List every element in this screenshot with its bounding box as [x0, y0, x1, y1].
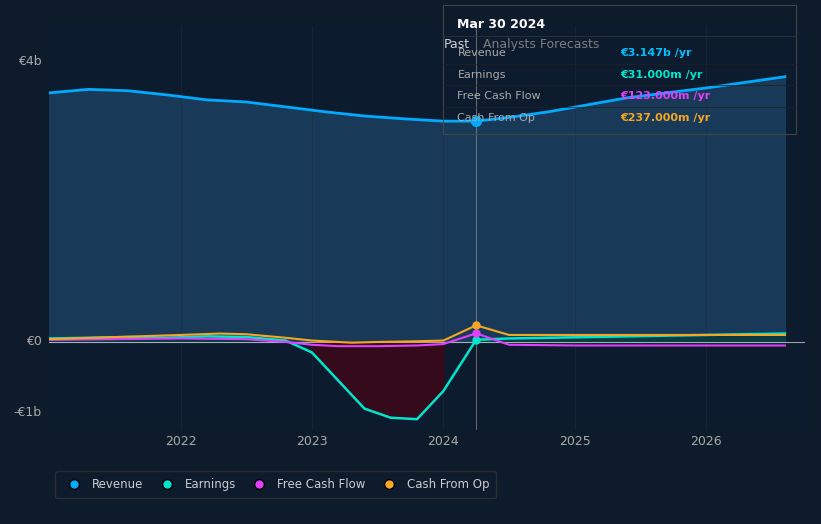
Text: Mar 30 2024: Mar 30 2024: [457, 18, 546, 31]
Text: €123.000m /yr: €123.000m /yr: [620, 91, 710, 101]
Text: Earnings: Earnings: [457, 70, 506, 80]
Text: €237.000m /yr: €237.000m /yr: [620, 113, 710, 123]
Text: €0: €0: [25, 335, 42, 348]
Text: €4b: €4b: [18, 55, 42, 68]
Text: €31.000m /yr: €31.000m /yr: [620, 70, 702, 80]
Text: Free Cash Flow: Free Cash Flow: [457, 91, 541, 101]
Text: -€1b: -€1b: [14, 406, 42, 419]
Text: Revenue: Revenue: [457, 48, 507, 58]
Text: €3.147b /yr: €3.147b /yr: [620, 48, 691, 58]
Text: Analysts Forecasts: Analysts Forecasts: [483, 38, 599, 51]
Text: Cash From Op: Cash From Op: [457, 113, 535, 123]
Legend: Revenue, Earnings, Free Cash Flow, Cash From Op: Revenue, Earnings, Free Cash Flow, Cash …: [55, 471, 497, 498]
Text: Past: Past: [443, 38, 470, 51]
